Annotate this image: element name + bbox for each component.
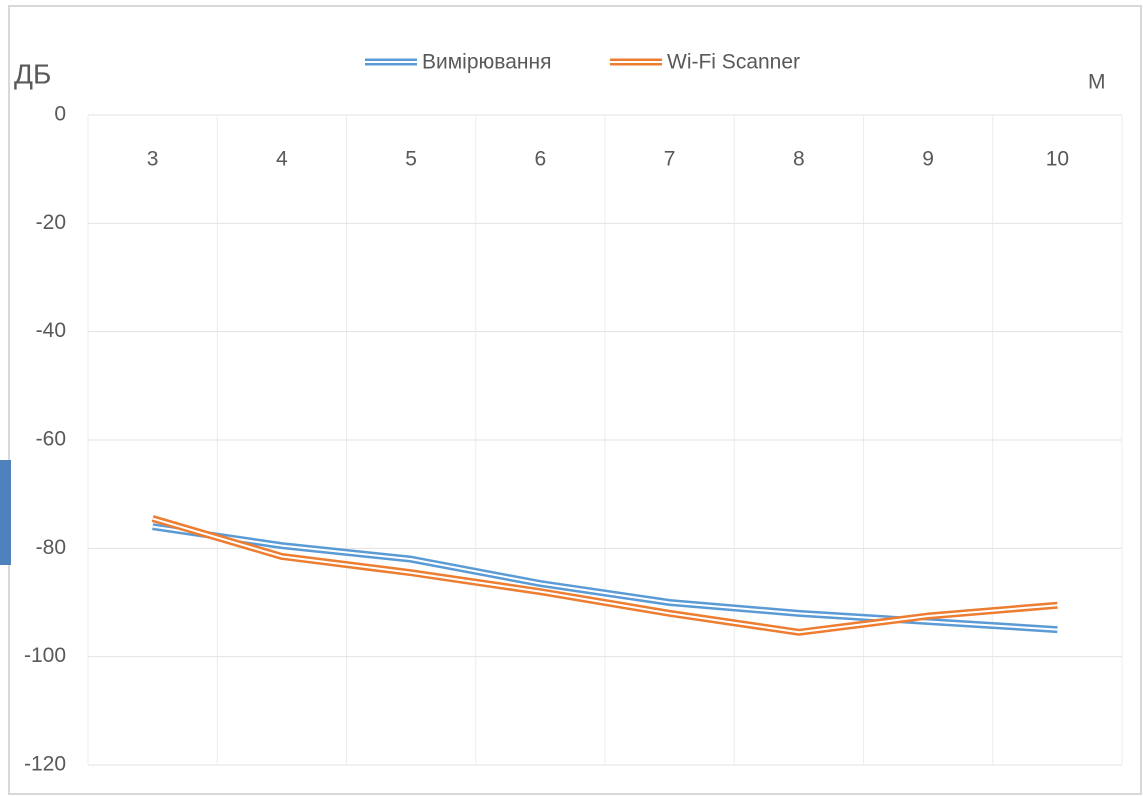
y-tick-label: -80: [36, 536, 66, 559]
x-tick-label: 4: [276, 148, 288, 171]
x-tick-label: 7: [664, 148, 676, 171]
y-tick-label: -60: [36, 428, 66, 451]
x-tick-label: 8: [793, 148, 805, 171]
y-tick-label: 0: [54, 103, 66, 126]
legend-label: Вимірювання: [422, 51, 551, 74]
y-axis-title: ДБ: [14, 58, 51, 89]
x-tick-label: 6: [535, 148, 547, 171]
side-accent: [0, 460, 11, 565]
x-axis-title: М: [1088, 71, 1106, 94]
y-tick-label: -120: [24, 753, 66, 776]
x-tick-label: 5: [405, 148, 417, 171]
y-tick-label: -100: [24, 644, 66, 667]
x-tick-label: 10: [1046, 148, 1069, 171]
series-line-inner: [152, 517, 1058, 634]
x-tick-label: 3: [147, 148, 159, 171]
y-tick-label: -20: [36, 211, 66, 234]
x-tick-label: 9: [922, 148, 934, 171]
y-tick-label: -40: [36, 319, 66, 342]
chart-frame: [8, 5, 1142, 795]
legend-label: Wi-Fi Scanner: [667, 51, 800, 74]
